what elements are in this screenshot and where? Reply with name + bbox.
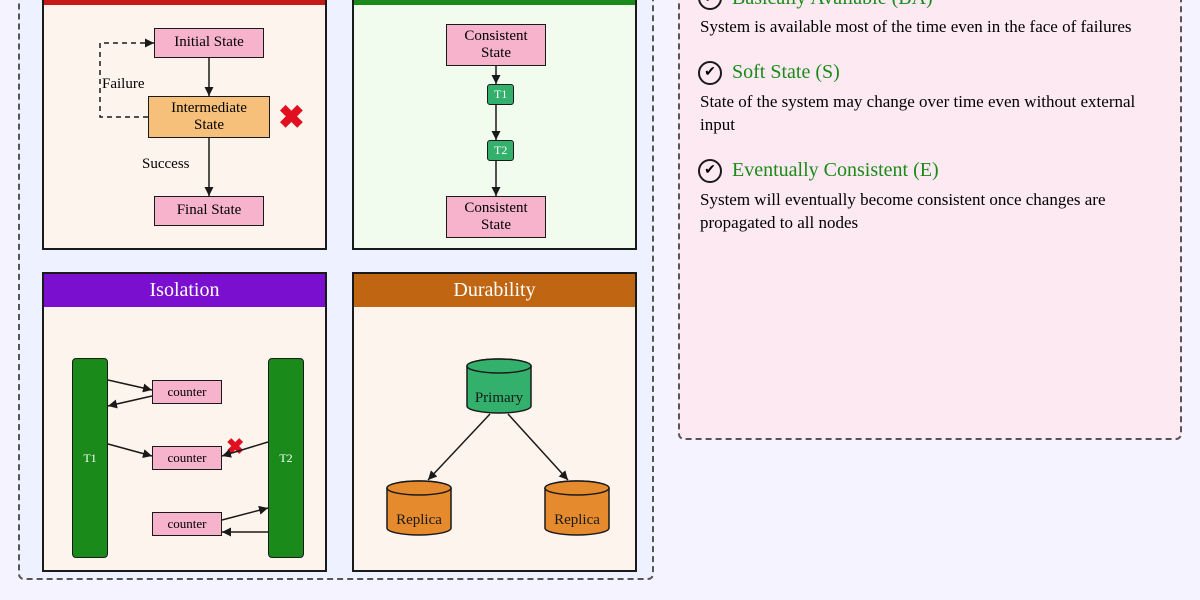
box-consistent-bottom-label: ConsistentState: [464, 200, 527, 235]
panel-body-durability: Primary Replica Replica: [354, 310, 635, 574]
box-counter-2: counter: [152, 512, 222, 536]
check-icon: ✔: [698, 159, 722, 183]
db-replica-2: Replica: [544, 480, 610, 536]
panel-header-isolation: Isolation: [44, 274, 325, 307]
red-x-icon: ✖: [226, 434, 244, 460]
check-icon: ✔: [698, 61, 722, 85]
page-root: Atomicity Initial State IntermediateStat…: [0, 0, 1200, 600]
base-desc-e: System will eventually become consistent…: [700, 189, 1162, 235]
base-item-ba: ✔ Basically Available (BA) System is ava…: [698, 0, 1162, 39]
box-initial-state: Initial State: [154, 28, 264, 58]
db-replica-1: Replica: [386, 480, 452, 536]
panel-body-consistency: ConsistentState ConsistentState T1 T2: [354, 6, 635, 252]
panel-body-atomicity: Initial State IntermediateState Final St…: [44, 6, 325, 252]
panel-header-consistency: Consistency: [354, 0, 635, 5]
db-primary: Primary: [466, 358, 532, 414]
base-desc-ba: System is available most of the time eve…: [700, 16, 1162, 39]
panel-isolation: Isolation T1 T2 counter counter counter …: [42, 272, 327, 572]
base-head-s: ✔ Soft State (S): [698, 61, 1162, 85]
mini-t1: T1: [487, 84, 514, 105]
panel-durability: Durability Primary Replica Replica: [352, 272, 637, 572]
panel-base: ✔ Basically Available (BA) System is ava…: [678, 0, 1182, 440]
label-success: Success: [142, 156, 190, 173]
base-head-ba: ✔ Basically Available (BA): [698, 0, 1162, 10]
box-final-state: Final State: [154, 196, 264, 226]
box-consistent-top: ConsistentState: [446, 24, 546, 66]
box-intermediate-label: IntermediateState: [171, 100, 247, 135]
base-item-s: ✔ Soft State (S) State of the system may…: [698, 61, 1162, 137]
base-item-e: ✔ Eventually Consistent (E) System will …: [698, 159, 1162, 235]
label-failure: Failure: [102, 76, 145, 93]
mini-t2: T2: [487, 140, 514, 161]
red-x-icon: ✖: [278, 98, 305, 136]
base-title-e: Eventually Consistent (E): [732, 159, 939, 182]
base-head-e: ✔ Eventually Consistent (E): [698, 159, 1162, 183]
box-intermediate-state: IntermediateState: [148, 96, 270, 138]
base-title-ba: Basically Available (BA): [732, 0, 933, 10]
base-title-s: Soft State (S): [732, 61, 840, 84]
base-desc-s: State of the system may change over time…: [700, 91, 1162, 137]
box-consistent-top-label: ConsistentState: [464, 28, 527, 63]
box-consistent-bottom: ConsistentState: [446, 196, 546, 238]
bar-t1: T1: [72, 358, 108, 558]
box-counter-1: counter: [152, 446, 222, 470]
bar-t2: T2: [268, 358, 304, 558]
box-counter-0: counter: [152, 380, 222, 404]
panel-atomicity: Atomicity Initial State IntermediateStat…: [42, 0, 327, 250]
panel-body-isolation: T1 T2 counter counter counter ✖: [44, 310, 325, 574]
panel-header-atomicity: Atomicity: [44, 0, 325, 5]
check-icon: ✔: [698, 0, 722, 10]
panel-consistency: Consistency ConsistentState ConsistentSt…: [352, 0, 637, 250]
panel-header-durability: Durability: [354, 274, 635, 307]
